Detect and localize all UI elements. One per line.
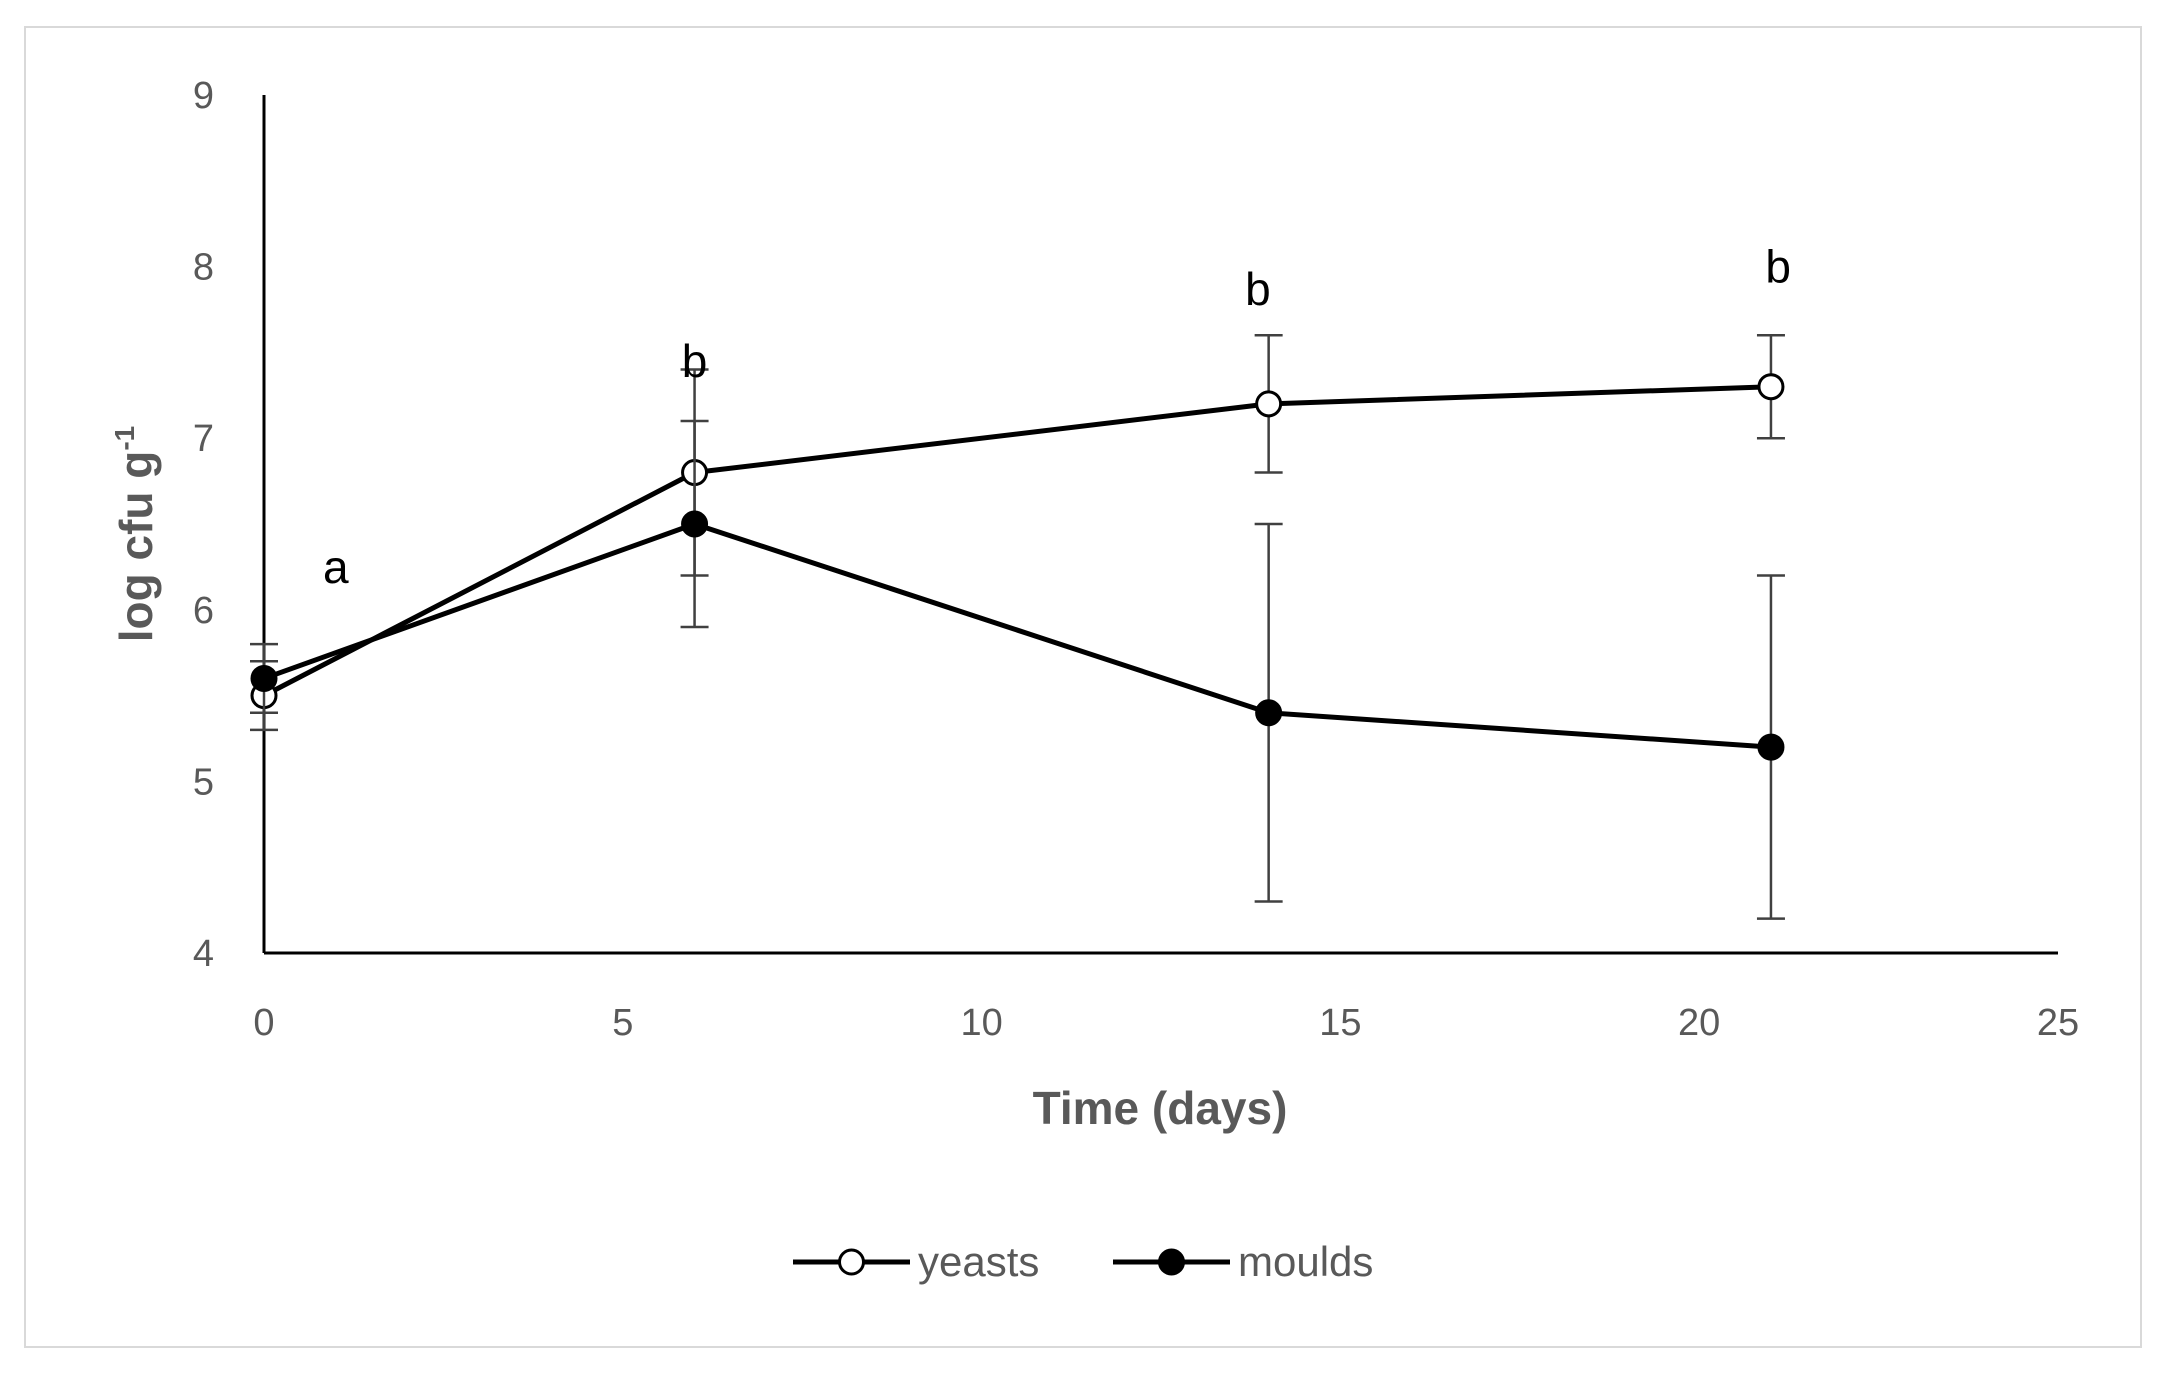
y-tick-label: 4 <box>193 933 214 975</box>
data-point <box>1255 390 1283 418</box>
y-tick-label: 8 <box>193 247 214 289</box>
legend-entry-moulds: moulds <box>1113 1238 1373 1285</box>
y-tick-label: 7 <box>193 418 214 460</box>
x-tick-label: 10 <box>960 1002 1002 1044</box>
series-moulds <box>250 419 1785 920</box>
significance-label: a <box>323 541 349 593</box>
legend-marker <box>838 1248 865 1276</box>
data-point <box>681 510 709 538</box>
y-axis-title-superscript: -1 <box>109 426 140 451</box>
annotations: a b b b <box>323 241 1791 593</box>
y-axis-title-main: log cfu g <box>110 451 162 643</box>
significance-label: b <box>682 335 708 387</box>
axes <box>262 95 2058 955</box>
x-tick-label: 20 <box>1678 1002 1720 1044</box>
significance-label: b <box>1245 263 1271 315</box>
data-point <box>1757 373 1785 401</box>
significance-label: b <box>1765 241 1791 293</box>
y-tick-label: 9 <box>193 75 214 117</box>
legend-entry-yeasts: yeasts <box>793 1238 1039 1285</box>
y-axis-title: log cfu g-1 <box>109 426 162 643</box>
y-tick-label: 6 <box>193 590 214 632</box>
series <box>250 333 1785 920</box>
tick-labels: 4 5 6 7 8 9 0 5 10 15 20 25 <box>193 75 2079 1044</box>
x-axis-title: Time (days) <box>1033 1082 1288 1134</box>
x-tick-label: 25 <box>2037 1002 2079 1044</box>
x-tick-label: 0 <box>253 1002 274 1044</box>
data-point <box>1255 699 1283 727</box>
y-tick-label: 5 <box>193 761 214 803</box>
x-tick-label: 5 <box>612 1002 633 1044</box>
legend-label: moulds <box>1238 1238 1373 1285</box>
series-line <box>263 521 1772 750</box>
x-tick-label: 15 <box>1319 1002 1361 1044</box>
data-point <box>250 664 278 692</box>
data-point <box>1757 733 1785 761</box>
chart-frame <box>24 26 2142 1348</box>
legend-label: yeasts <box>918 1238 1039 1285</box>
legend-marker <box>1158 1248 1185 1276</box>
series-line <box>262 384 1772 698</box>
legend: yeasts moulds <box>793 1238 1373 1285</box>
series-yeasts <box>250 333 1785 732</box>
